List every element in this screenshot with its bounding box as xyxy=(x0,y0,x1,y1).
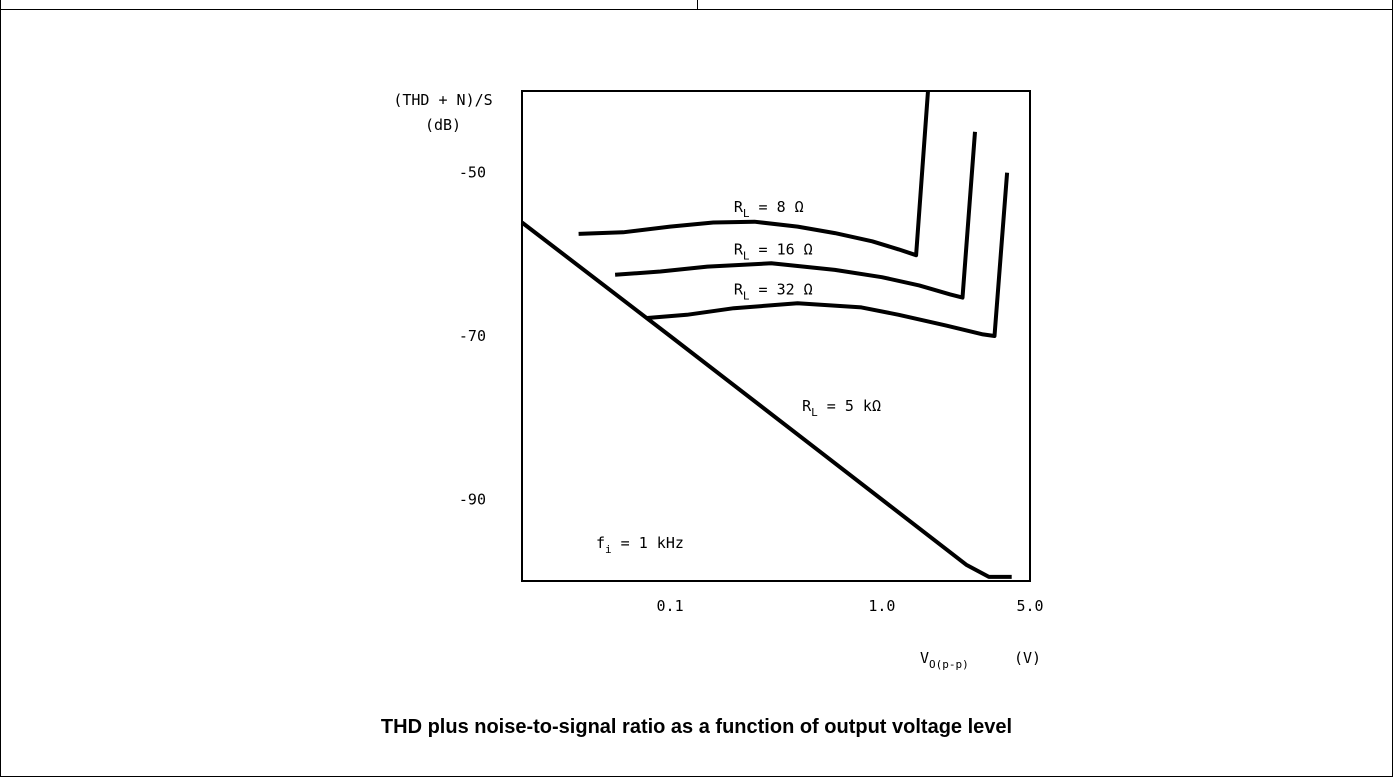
x-axis-unit: (V) xyxy=(1014,649,1041,667)
top-table-rule xyxy=(0,0,1393,10)
y-tick-label: -90 xyxy=(459,490,486,508)
frequency-annotation: fi = 1 kHz xyxy=(596,534,684,556)
x-axis-label: VO(p-p) xyxy=(920,649,969,671)
plot-frame xyxy=(521,90,1031,582)
x-tick-label: 1.0 xyxy=(868,597,895,615)
series-line-3 xyxy=(520,220,1012,579)
x-tick-label: 0.1 xyxy=(657,597,684,615)
thd-chart: -50 -70 -90 0.1 1.0 5.0 (THD + N)/S (dB) VO(p-p… xyxy=(393,90,1044,671)
x-tick-label: 5.0 xyxy=(1016,597,1043,615)
y-axis-label: (THD + N)/S xyxy=(393,91,492,109)
y-tick-label: -70 xyxy=(459,327,486,345)
series-line-2 xyxy=(647,172,1010,338)
series-label-2: RL = 32 Ω xyxy=(734,280,813,302)
series-line-0 xyxy=(578,90,930,258)
series-line-1 xyxy=(614,131,977,300)
series-label-0: RL = 8 Ω xyxy=(734,198,804,220)
y-axis-unit: (dB) xyxy=(425,116,461,134)
series-label-3: RL = 5 kΩ xyxy=(802,397,881,419)
series-label-1: RL = 16 Ω xyxy=(734,240,813,262)
y-tick-label: -50 xyxy=(459,164,486,182)
figure-caption: THD plus noise-to-signal ratio as a func… xyxy=(380,716,1013,738)
top-table-divider xyxy=(697,0,698,10)
